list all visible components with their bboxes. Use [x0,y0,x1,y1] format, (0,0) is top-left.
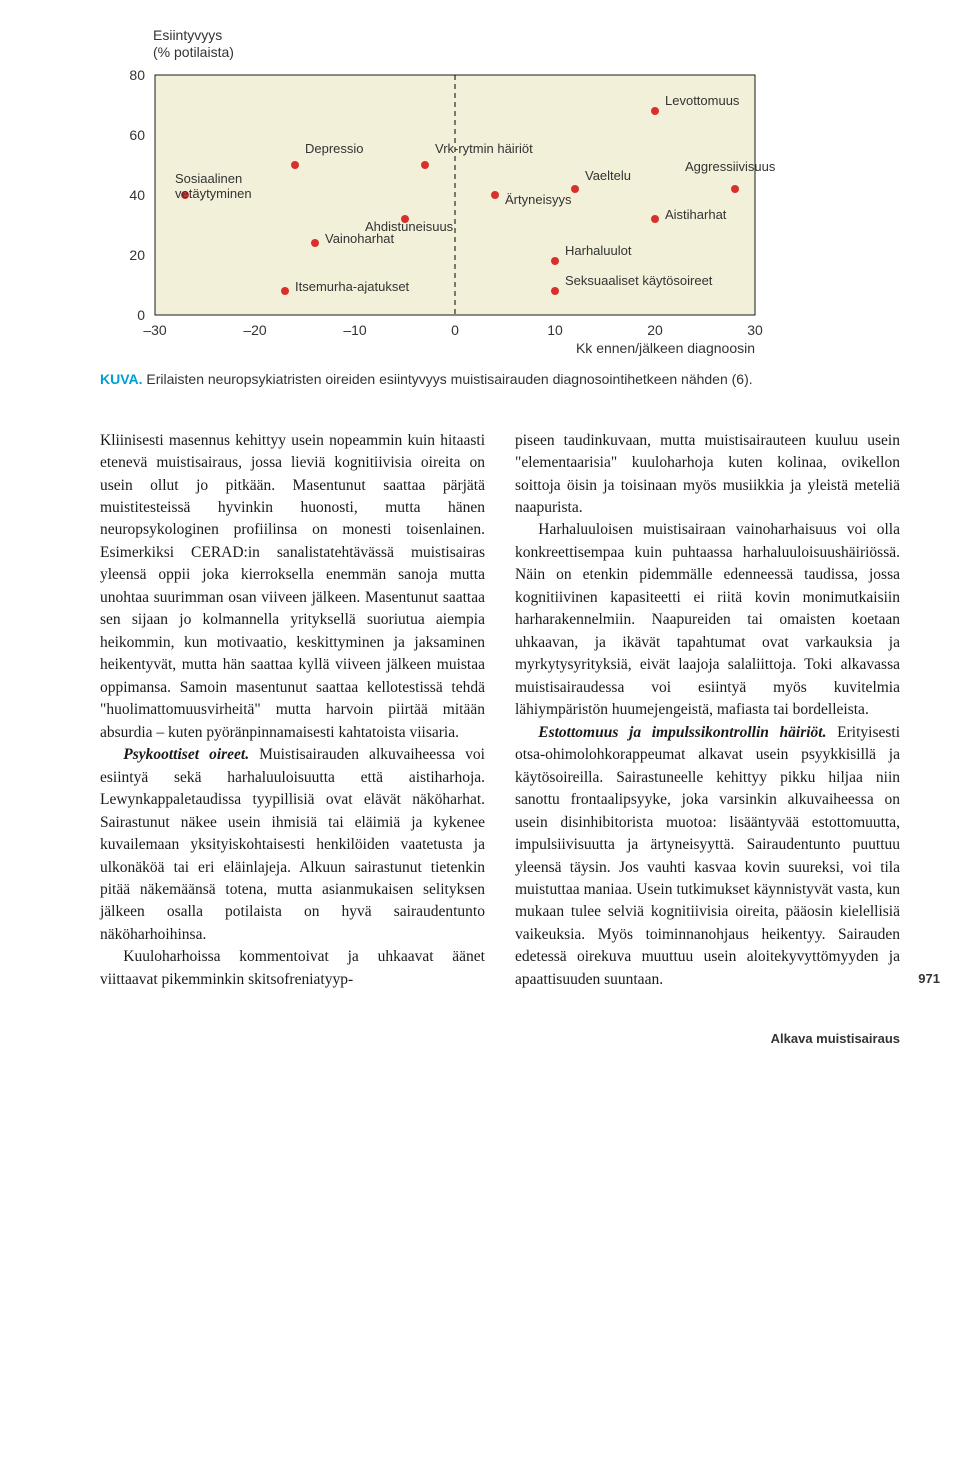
svg-text:Ärtyneisyys: Ärtyneisyys [505,192,572,207]
svg-text:0: 0 [137,307,145,323]
svg-text:–30: –30 [143,322,167,338]
svg-text:Ahdistuneisuus: Ahdistuneisuus [365,219,454,234]
svg-text:–20: –20 [243,322,267,338]
symptom-chart: Esiintyvyys(% potilaista) 0 20 40 60 80 –30 –20… [100,20,800,390]
svg-text:20: 20 [129,247,145,263]
svg-text:Aggressiivisuus: Aggressiivisuus [685,159,776,174]
svg-text:Seksuaaliset käytösoireet: Seksuaaliset käytösoireet [565,273,713,288]
body-columns: Kliinisesti masennus kehittyy usein nope… [100,430,900,992]
svg-text:Vrk-rytmin häiriöt: Vrk-rytmin häiriöt [435,141,533,156]
svg-text:40: 40 [129,187,145,203]
caption-text: Erilaisten neuropsykiatristen oireiden e… [146,371,752,387]
svg-text:vetäytyminen: vetäytyminen [175,186,252,201]
left-column: Kliinisesti masennus kehittyy usein nope… [100,430,485,992]
body-paragraph: Psykoottiset oireet. Muistisairauden alk… [100,744,485,946]
chart-caption: KUVA. Erilaisten neuropsykiatristen oire… [100,370,800,390]
body-paragraph: Kuuloharhoissa kommentoivat ja uhkaavat … [100,946,485,991]
svg-text:Sosiaalinen: Sosiaalinen [175,171,242,186]
svg-text:20: 20 [647,322,663,338]
body-paragraph: Estottomuus ja impulssikontrollin häiriö… [515,722,900,992]
svg-text:–10: –10 [343,322,367,338]
svg-text:Vaeltelu: Vaeltelu [585,168,631,183]
svg-text:60: 60 [129,127,145,143]
svg-text:Levottomuus: Levottomuus [665,93,740,108]
svg-text:Esiintyvyys: Esiintyvyys [153,27,222,43]
svg-text:0: 0 [451,322,459,338]
body-paragraph: Harhaluuloisen muistisairaan vainoharhai… [515,519,900,721]
footer-section: Alkava muistisairaus [771,1031,900,1046]
right-column: piseen taudinkuvaan, mutta muistisairaut… [515,430,900,992]
body-paragraph: Kliinisesti masennus kehittyy usein nope… [100,430,485,745]
chart-svg: Esiintyvyys(% potilaista) 0 20 40 60 80 –30 –20… [100,20,800,360]
svg-text:Itsemurha-ajatukset: Itsemurha-ajatukset [295,279,410,294]
svg-text:Kk ennen/jälkeen diagnoosin: Kk ennen/jälkeen diagnoosin [576,340,755,356]
caption-prefix: KUVA. [100,371,143,387]
page-number: 971 [918,971,940,986]
svg-text:(% potilaista): (% potilaista) [153,44,234,60]
svg-text:Aistiharhat: Aistiharhat [665,207,727,222]
svg-text:80: 80 [129,67,145,83]
svg-text:30: 30 [747,322,763,338]
svg-text:Depressio: Depressio [305,141,364,156]
paragraph-lead: Estottomuus ja impulssikontrollin häiriö… [538,724,826,741]
svg-text:Harhaluulot: Harhaluulot [565,243,632,258]
body-paragraph: piseen taudinkuvaan, mutta muistisairaut… [515,430,900,520]
footer: 971 Alkava muistisairaus [100,1031,900,1046]
svg-text:10: 10 [547,322,563,338]
paragraph-lead: Psykoottiset oireet. [123,746,249,763]
